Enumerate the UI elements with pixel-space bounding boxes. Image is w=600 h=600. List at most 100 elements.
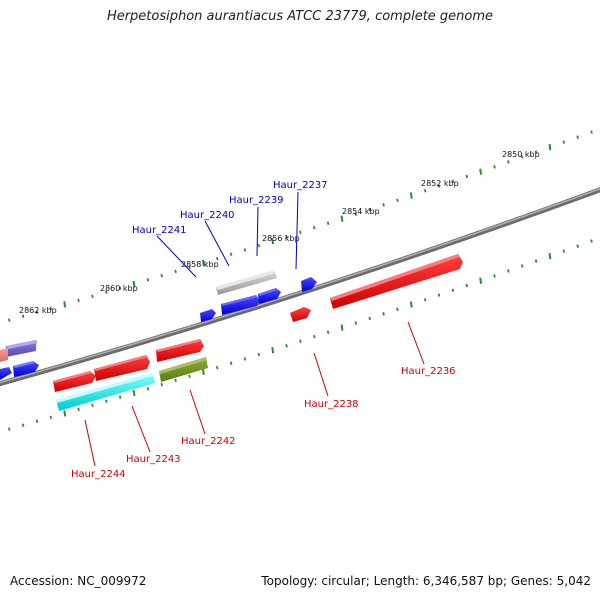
lower-tick-27 — [368, 316, 371, 321]
upper-tick-29 — [396, 198, 399, 202]
upper-tick-35 — [479, 168, 483, 175]
lower-tick-31 — [423, 298, 427, 302]
upper-tick-10 — [132, 280, 136, 288]
gene-label-haur-2242: Haur_2242 — [181, 436, 236, 447]
gene-blue-2239[interactable] — [258, 288, 281, 304]
scale-label-2858: 2858 kbp — [181, 260, 219, 269]
lower-tick-4 — [49, 415, 53, 420]
gene-red-2236[interactable] — [330, 254, 463, 309]
scale-label-2850: 2850 kbp — [502, 150, 540, 159]
upper-tick-9 — [118, 286, 122, 290]
gene-pink-left[interactable] — [0, 348, 8, 362]
lower-tick-11 — [146, 387, 150, 391]
gene-cyan-2244[interactable] — [56, 373, 155, 411]
upper-tick-32 — [437, 184, 441, 188]
upper-tick-25 — [340, 215, 344, 222]
upper-tick-34 — [465, 174, 469, 179]
map-title: Herpetosiphon aurantiacus ATCC 23779, co… — [106, 9, 494, 24]
gene-blue-2237[interactable] — [301, 277, 317, 292]
upper-tick-21 — [285, 234, 288, 239]
lower-tick-20 — [271, 347, 275, 354]
gene-label-haur-2243: Haur_2243 — [126, 454, 181, 465]
scale-label-2852: 2852 kbp — [421, 179, 459, 188]
lower-tick-42 — [576, 244, 579, 248]
lower-tick-18 — [243, 357, 247, 361]
scale-label-2860: 2860 kbp — [100, 284, 138, 293]
gene-blue-2241[interactable] — [200, 309, 216, 322]
gene-blue-left-2[interactable] — [13, 361, 39, 377]
lower-tick-43 — [590, 239, 593, 243]
upper-tick-16 — [215, 256, 219, 261]
scale-label-2856: 2856 kbp — [262, 234, 300, 243]
upper-tick-5 — [63, 301, 67, 308]
upper-tick-26 — [354, 212, 358, 216]
upper-tick-40 — [548, 144, 552, 151]
lower-tick-19 — [257, 352, 261, 357]
lower-tick-6 — [77, 407, 80, 412]
upper-tick-18 — [243, 248, 247, 252]
upper-tick-6 — [77, 298, 80, 303]
lower-tick-10 — [132, 389, 136, 397]
scale-label-2854: 2854 kbp — [342, 207, 380, 216]
lower-tick-41 — [562, 249, 566, 253]
lower-tick-15 — [201, 368, 205, 376]
upper-tick-4 — [49, 306, 53, 311]
upper-tick-36 — [493, 165, 496, 169]
lower-tick-28 — [382, 312, 385, 316]
lower-tick-33 — [451, 288, 455, 293]
upper-tick-41 — [562, 140, 566, 144]
upper-tick-7 — [91, 294, 94, 299]
gene-red-2242-a[interactable] — [156, 339, 204, 362]
upper-tick-3 — [35, 310, 39, 315]
gene-label-haur-2244: Haur_2244 — [71, 469, 126, 480]
lower-tick-32 — [437, 293, 441, 297]
lower-tick-38 — [520, 264, 524, 268]
lower-tick-21 — [285, 343, 288, 348]
lower-tick-1 — [7, 427, 11, 431]
gene-olive-2242[interactable] — [159, 357, 208, 382]
gene-blue-left-1[interactable] — [0, 367, 12, 380]
upper-tick-37 — [507, 160, 510, 164]
upper-tick-24 — [326, 221, 330, 225]
gene-label-haur-2238: Haur_2238 — [304, 399, 359, 410]
genome-backbone-highlight — [0, 188, 600, 384]
scale-label-2862: 2862 kbp — [19, 306, 57, 315]
lower-tick-29 — [396, 307, 399, 311]
gene-red-2244[interactable] — [53, 371, 96, 392]
upper-tick-8 — [105, 290, 108, 294]
upper-tick-42 — [576, 135, 579, 139]
lower-tick-8 — [105, 399, 108, 403]
lower-tick-14 — [188, 374, 191, 378]
gene-red-2238[interactable] — [290, 307, 311, 322]
gene-purple-left[interactable] — [6, 340, 38, 357]
accession-text: Accession: NC_009972 — [10, 574, 147, 588]
lower-tick-26 — [354, 321, 358, 325]
lower-scale-ticks — [7, 239, 593, 431]
upper-tick-43 — [590, 130, 593, 134]
lower-tick-24 — [326, 330, 330, 334]
lower-tick-23 — [312, 335, 316, 339]
lower-tick-16 — [215, 365, 219, 370]
upper-tick-20 — [271, 238, 275, 245]
gene-red-2243[interactable] — [94, 355, 150, 381]
gene-label-haur-2237: Haur_2237 — [273, 180, 328, 191]
upper-tick-22 — [299, 230, 302, 234]
upper-tick-23 — [312, 226, 316, 230]
gene-label-haur-2239: Haur_2239 — [229, 195, 284, 206]
gene-blue-2240[interactable] — [221, 295, 260, 315]
upper-tick-27 — [368, 207, 371, 212]
lower-leader-lines — [84, 321, 425, 467]
upper-tick-38 — [520, 155, 524, 159]
lower-tick-37 — [507, 269, 510, 273]
upper-tick-19 — [257, 243, 261, 248]
genome-backbone — [0, 187, 600, 387]
upper-tick-15 — [201, 259, 205, 267]
gene-label-haur-2236: Haur_2236 — [401, 366, 456, 377]
gene-gray-upper[interactable] — [216, 270, 277, 295]
lower-tick-12 — [160, 382, 164, 387]
lower-tick-3 — [35, 419, 39, 424]
upper-tick-17 — [229, 252, 233, 257]
upper-tick-13 — [174, 269, 177, 274]
upper-tick-11 — [146, 278, 150, 282]
